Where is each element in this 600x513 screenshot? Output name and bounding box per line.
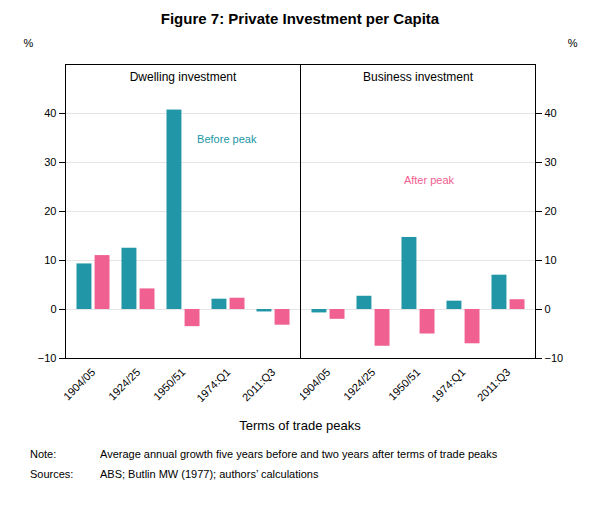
svg-text:%: %: [24, 37, 34, 49]
svg-text:1904/05: 1904/05: [300, 366, 332, 403]
svg-text:30: 30: [545, 156, 557, 168]
svg-text:1950/51: 1950/51: [386, 366, 423, 403]
svg-text:%: %: [568, 37, 578, 49]
svg-text:10: 10: [44, 254, 56, 266]
html-text:ABS; Butlin MW (1977); authors: ABS; Butlin MW (1977); authors’ calculat…: [100, 468, 319, 480]
svg-text:1904/05: 1904/05: [61, 366, 98, 403]
svg-text:1924/25: 1924/25: [106, 366, 143, 403]
html-text:Sources:: Sources:: [30, 468, 74, 480]
svg-text:30: 30: [44, 156, 56, 168]
svg-text:1974:Q1: 1974:Q1: [194, 366, 232, 404]
svg-text:0: 0: [545, 303, 551, 315]
svg-text:0: 0: [50, 303, 56, 315]
html-text:Note:: Note:: [30, 448, 57, 460]
html-text:Average annual growth five yea: Average annual growth five years before …: [100, 448, 498, 460]
svg-text:Dwelling investment: Dwelling investment: [130, 70, 237, 84]
svg-text:2011:Q3: 2011:Q3: [475, 366, 513, 404]
svg-text:20: 20: [44, 205, 56, 217]
svg-text:1924/25: 1924/25: [341, 366, 378, 403]
svg-text:10: 10: [545, 254, 557, 266]
svg-text:40: 40: [44, 107, 56, 119]
html-text:Terms of trade peaks: Terms of trade peaks: [239, 418, 361, 433]
svg-text:40: 40: [545, 107, 557, 119]
svg-text:2011:Q3: 2011:Q3: [240, 366, 278, 404]
svg-text:20: 20: [545, 205, 557, 217]
html-text:Figure 7: Private Investment p: Figure 7: Private Investment per Capita: [160, 10, 440, 27]
svg-text:After peak: After peak: [404, 174, 455, 186]
svg-text:Business investment: Business investment: [363, 70, 474, 84]
svg-text:1974:Q1: 1974:Q1: [429, 366, 467, 404]
svg-text:1950/51: 1950/51: [151, 366, 188, 403]
svg-text:−10: −10: [38, 352, 57, 364]
svg-text:−10: −10: [545, 352, 564, 364]
svg-text:Before peak: Before peak: [197, 133, 257, 145]
